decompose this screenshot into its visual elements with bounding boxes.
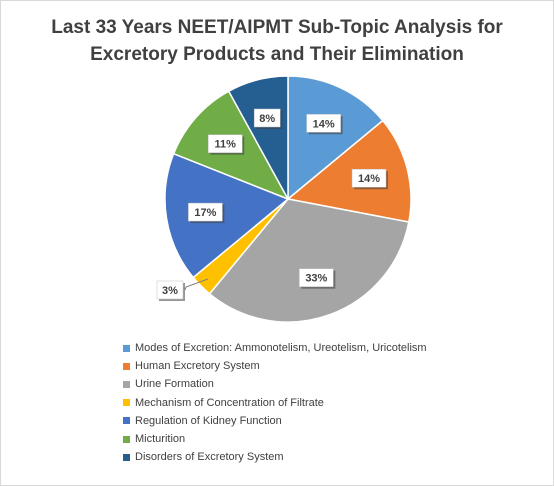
legend-item: Disorders of Excretory System bbox=[123, 448, 427, 466]
legend-label: Micturition bbox=[135, 433, 186, 446]
legend-item: Modes of Excretion: Ammonotelism, Ureote… bbox=[123, 339, 427, 357]
legend-label: Regulation of Kidney Function bbox=[135, 414, 282, 427]
chart-legend: Modes of Excretion: Ammonotelism, Ureote… bbox=[123, 339, 427, 466]
data-label-text: 3% bbox=[162, 285, 178, 297]
legend-label: Human Excretory System bbox=[135, 360, 260, 373]
legend-item: Human Excretory System bbox=[123, 357, 427, 375]
pie-slice bbox=[227, 75, 289, 200]
pie-slice bbox=[208, 198, 410, 323]
legend-swatch bbox=[123, 417, 130, 425]
data-label-text: 8% bbox=[259, 113, 275, 125]
data-label: 33% bbox=[299, 268, 336, 289]
legend-swatch bbox=[123, 453, 130, 461]
pie-slice bbox=[286, 119, 412, 223]
chart-title: Last 33 Years NEET/AIPMT Sub-Topic Analy… bbox=[0, 14, 554, 68]
data-label: 8% bbox=[253, 108, 283, 129]
data-label-text: 14% bbox=[313, 118, 335, 130]
legend-label: Mechanism of Concentration of Filtrate bbox=[135, 396, 324, 409]
leader-line bbox=[184, 278, 209, 291]
legend-swatch bbox=[123, 344, 130, 352]
legend-item: Mechanism of Concentration of Filtrate bbox=[123, 394, 427, 412]
data-label-text: 11% bbox=[215, 139, 237, 151]
legend-swatch bbox=[123, 380, 130, 388]
data-label-text: 33% bbox=[305, 273, 327, 285]
data-label: 14% bbox=[351, 168, 389, 190]
data-label: 3% bbox=[156, 280, 185, 301]
legend-swatch bbox=[123, 399, 130, 407]
legend-item: Regulation of Kidney Function bbox=[123, 412, 427, 430]
chart-title-line-1: Last 33 Years NEET/AIPMT Sub-Topic Analy… bbox=[51, 17, 503, 38]
data-label-text: 14% bbox=[358, 173, 380, 185]
legend-item: Urine Formation bbox=[123, 375, 427, 393]
pie-slice bbox=[164, 152, 290, 279]
data-label-text: 17% bbox=[194, 207, 216, 219]
data-label: 14% bbox=[306, 114, 343, 135]
legend-item: Micturition bbox=[123, 430, 427, 448]
pie-slice bbox=[287, 75, 384, 201]
chart-title-line-2: Excretory Products and Their Elimination bbox=[90, 44, 464, 65]
data-label: 11% bbox=[208, 134, 245, 155]
legend-label: Modes of Excretion: Ammonotelism, Ureote… bbox=[135, 342, 427, 355]
legend-swatch bbox=[123, 362, 130, 370]
legend-swatch bbox=[123, 435, 130, 443]
legend-label: Urine Formation bbox=[135, 378, 214, 391]
data-label: 17% bbox=[188, 202, 225, 224]
legend-label: Disorders of Excretory System bbox=[135, 451, 284, 464]
